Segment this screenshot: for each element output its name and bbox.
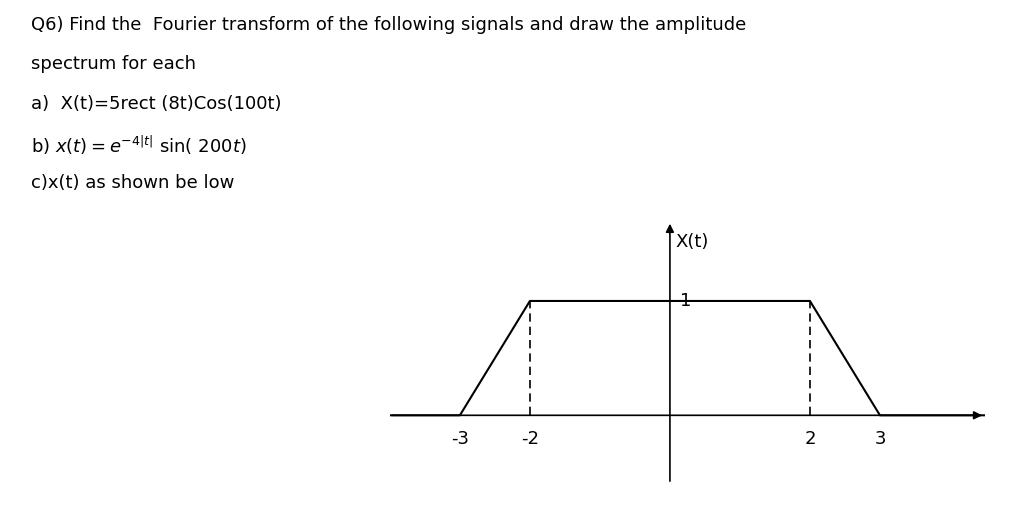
Text: c)x(t) as shown be low: c)x(t) as shown be low (31, 174, 234, 191)
Text: 3: 3 (874, 430, 885, 448)
Text: spectrum for each: spectrum for each (31, 55, 196, 73)
Text: X(t): X(t) (675, 232, 709, 250)
Text: a)  X(t)=5rect (8t)Cos(100t): a) X(t)=5rect (8t)Cos(100t) (31, 95, 281, 113)
Text: -3: -3 (450, 430, 469, 448)
Text: -2: -2 (521, 430, 539, 448)
Text: Q6) Find the  Fourier transform of the following signals and draw the amplitude: Q6) Find the Fourier transform of the fo… (31, 16, 746, 34)
Text: b) $x(t) = e^{-4|t|}$ sin( 200$t$): b) $x(t) = e^{-4|t|}$ sin( 200$t$) (31, 134, 246, 157)
Text: 2: 2 (804, 430, 816, 448)
Text: 1: 1 (680, 292, 692, 310)
